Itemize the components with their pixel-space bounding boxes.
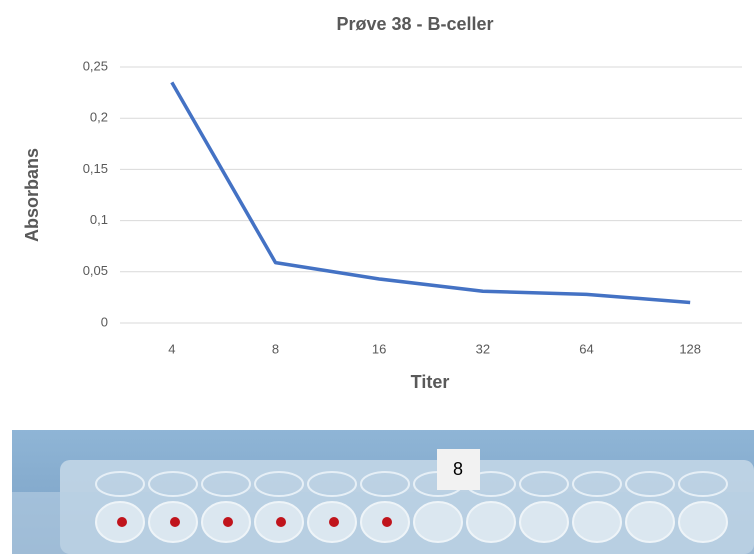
well (573, 502, 621, 542)
y-tick-label: 0,1 (90, 212, 108, 227)
x-axis-label: Titer (411, 372, 450, 392)
y-tick-label: 0,15 (83, 161, 108, 176)
well (520, 502, 568, 542)
photo-label: 8 (453, 459, 463, 479)
x-tick-label: 128 (679, 341, 701, 356)
well-dot (223, 517, 233, 527)
well (679, 502, 727, 542)
well-dot (117, 517, 127, 527)
chart-title: Prøve 38 - B-celler (336, 14, 493, 34)
y-tick-label: 0,2 (90, 110, 108, 125)
x-tick-label: 4 (168, 341, 175, 356)
y-tick-label: 0,25 (83, 58, 108, 73)
well-dot (276, 517, 286, 527)
well-dot (170, 517, 180, 527)
y-tick-label: 0,05 (83, 263, 108, 278)
well-dot (382, 517, 392, 527)
y-axis-label: Absorbans (22, 148, 42, 242)
plate-photo (12, 430, 754, 554)
data-line (172, 82, 690, 302)
x-tick-label: 64 (579, 341, 593, 356)
x-tick-label: 16 (372, 341, 386, 356)
well (626, 502, 674, 542)
y-tick-label: 0 (101, 314, 108, 329)
well (467, 502, 515, 542)
well (414, 502, 462, 542)
x-tick-label: 8 (272, 341, 279, 356)
well-dot (329, 517, 339, 527)
page: Prøve 38 - B-celler Absorbans Titer 8 0 0… (0, 0, 754, 554)
x-tick-label: 32 (476, 341, 490, 356)
